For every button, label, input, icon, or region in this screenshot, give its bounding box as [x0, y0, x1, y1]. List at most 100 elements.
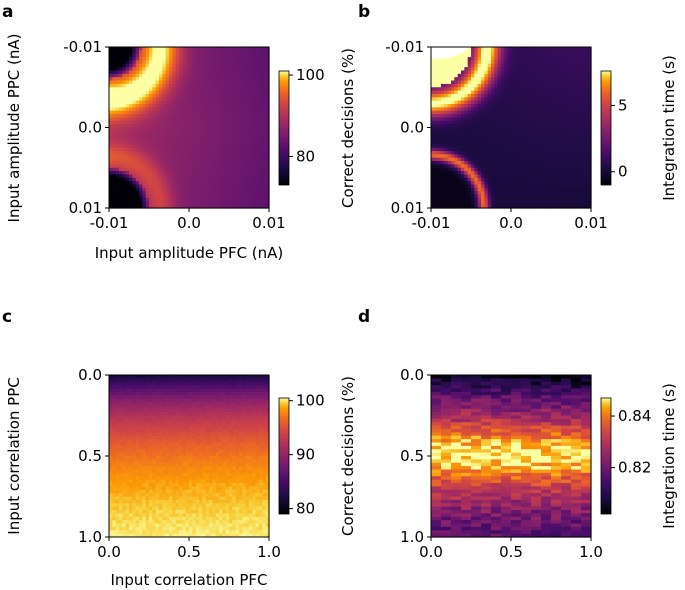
heatmap-cell: [205, 107, 210, 112]
heatmap-cell: [215, 57, 220, 62]
heatmap-cell: [179, 137, 183, 142]
heatmap-cell: [115, 174, 120, 179]
heatmap-cell: [195, 164, 200, 169]
heatmap-cell: [245, 60, 250, 65]
heatmap-cell: [249, 140, 253, 145]
heatmap-cell: [235, 157, 240, 162]
heatmap-cell: [179, 97, 183, 102]
heatmap-cell: [222, 60, 227, 65]
heatmap-cell: [441, 87, 445, 92]
heatmap-cell: [454, 90, 459, 95]
heatmap-cell: [162, 201, 167, 206]
heatmap-cell: [122, 80, 127, 85]
heatmap-cell: [119, 77, 123, 82]
heatmap-cell: [169, 127, 173, 132]
heatmap-cell: [454, 110, 459, 115]
heatmap-cell: [541, 87, 545, 92]
heatmap-cell: [521, 134, 525, 139]
heatmap-cell: [129, 90, 133, 95]
heatmap-cell: [182, 150, 187, 155]
heatmap-cell: [179, 187, 183, 192]
heatmap-cell: [182, 381, 187, 386]
heatmap-cell: [441, 104, 445, 108]
heatmap-cell: [222, 184, 227, 189]
heatmap-cell: [152, 47, 157, 51]
heatmap-cell: [242, 157, 247, 162]
heatmap-cell: [471, 127, 475, 132]
heatmap-cell: [209, 137, 213, 142]
heatmap-cell: [577, 67, 582, 72]
heatmap-cell: [199, 124, 203, 129]
heatmap-cell: [541, 184, 545, 189]
heatmap-cell: [135, 93, 140, 98]
heatmap-cell: [199, 110, 203, 115]
heatmap-cell: [252, 80, 257, 85]
heatmap-cell: [457, 197, 462, 202]
heatmap-cell: [454, 197, 459, 202]
heatmap-cell: [437, 171, 442, 176]
heatmap-cell: [235, 124, 240, 129]
heatmap-cell: [185, 378, 190, 383]
heatmap-cell: [527, 70, 532, 75]
heatmap-cell: [517, 60, 522, 65]
heatmap-cell: [454, 174, 459, 179]
heatmap-cell: [125, 57, 130, 62]
heatmap-cell: [557, 110, 562, 115]
heatmap-cell: [587, 80, 592, 85]
heatmap-cell: [119, 191, 123, 196]
heatmap-cell: [577, 120, 582, 125]
heatmap-cell: [504, 137, 509, 142]
heatmap-cell: [179, 171, 183, 176]
heatmap-cell: [185, 77, 190, 82]
heatmap-cell: [474, 90, 479, 95]
heatmap-cell: [142, 204, 147, 209]
heatmap-cell: [195, 154, 200, 159]
panel-b: b -0.01 0.0 0.01 -0.010.00.01 05 Integrati…: [358, 2, 678, 232]
heatmap-cell: [149, 110, 153, 115]
heatmap-cell: [457, 83, 462, 88]
heatmap-cell: [584, 204, 589, 209]
heatmap-cell: [517, 97, 522, 102]
heatmap-cell: [265, 77, 270, 82]
heatmap-cell: [514, 201, 519, 206]
heatmap-cell: [169, 191, 173, 196]
heatmap-cell: [537, 117, 542, 122]
heatmap-cell: [441, 134, 445, 139]
heatmap-cell: [192, 381, 197, 386]
heatmap-cell: [571, 164, 575, 169]
heatmap-cell: [209, 120, 213, 125]
heatmap-cell: [145, 187, 150, 192]
heatmap-cell: [222, 194, 227, 199]
heatmap-cell: [165, 164, 170, 169]
heatmap-cell: [162, 184, 167, 189]
heatmap-cell: [507, 114, 512, 119]
heatmap-cell: [182, 83, 187, 88]
heatmap-cell: [467, 50, 472, 55]
heatmap-cell: [581, 184, 585, 189]
heatmap-cell: [112, 80, 117, 85]
heatmap-cell: [215, 87, 220, 92]
heatmap-cell: [494, 184, 499, 189]
heatmap-cell: [235, 177, 240, 182]
heatmap-cell: [185, 174, 190, 179]
heatmap-cell: [491, 93, 495, 98]
heatmap-cell: [145, 140, 150, 145]
heatmap-cell: [434, 110, 439, 115]
heatmap-cell: [481, 181, 485, 186]
heatmap-cell: [504, 127, 509, 132]
heatmap-cell: [189, 120, 193, 125]
heatmap-cell: [541, 107, 545, 112]
heatmap-cell: [437, 127, 442, 132]
heatmap-cell: [537, 171, 542, 176]
heatmap-cell: [175, 140, 180, 145]
heatmap-cell: [524, 157, 529, 162]
heatmap-cell: [464, 204, 469, 209]
heatmap-cell: [467, 87, 472, 92]
heatmap-cell: [119, 150, 123, 155]
heatmap-cell: [185, 67, 190, 72]
heatmap-cell: [189, 381, 193, 386]
heatmap-cell: [209, 204, 213, 209]
heatmap-cell: [259, 150, 263, 155]
heatmap-cell: [447, 73, 452, 78]
heatmap-cell: [219, 130, 223, 135]
